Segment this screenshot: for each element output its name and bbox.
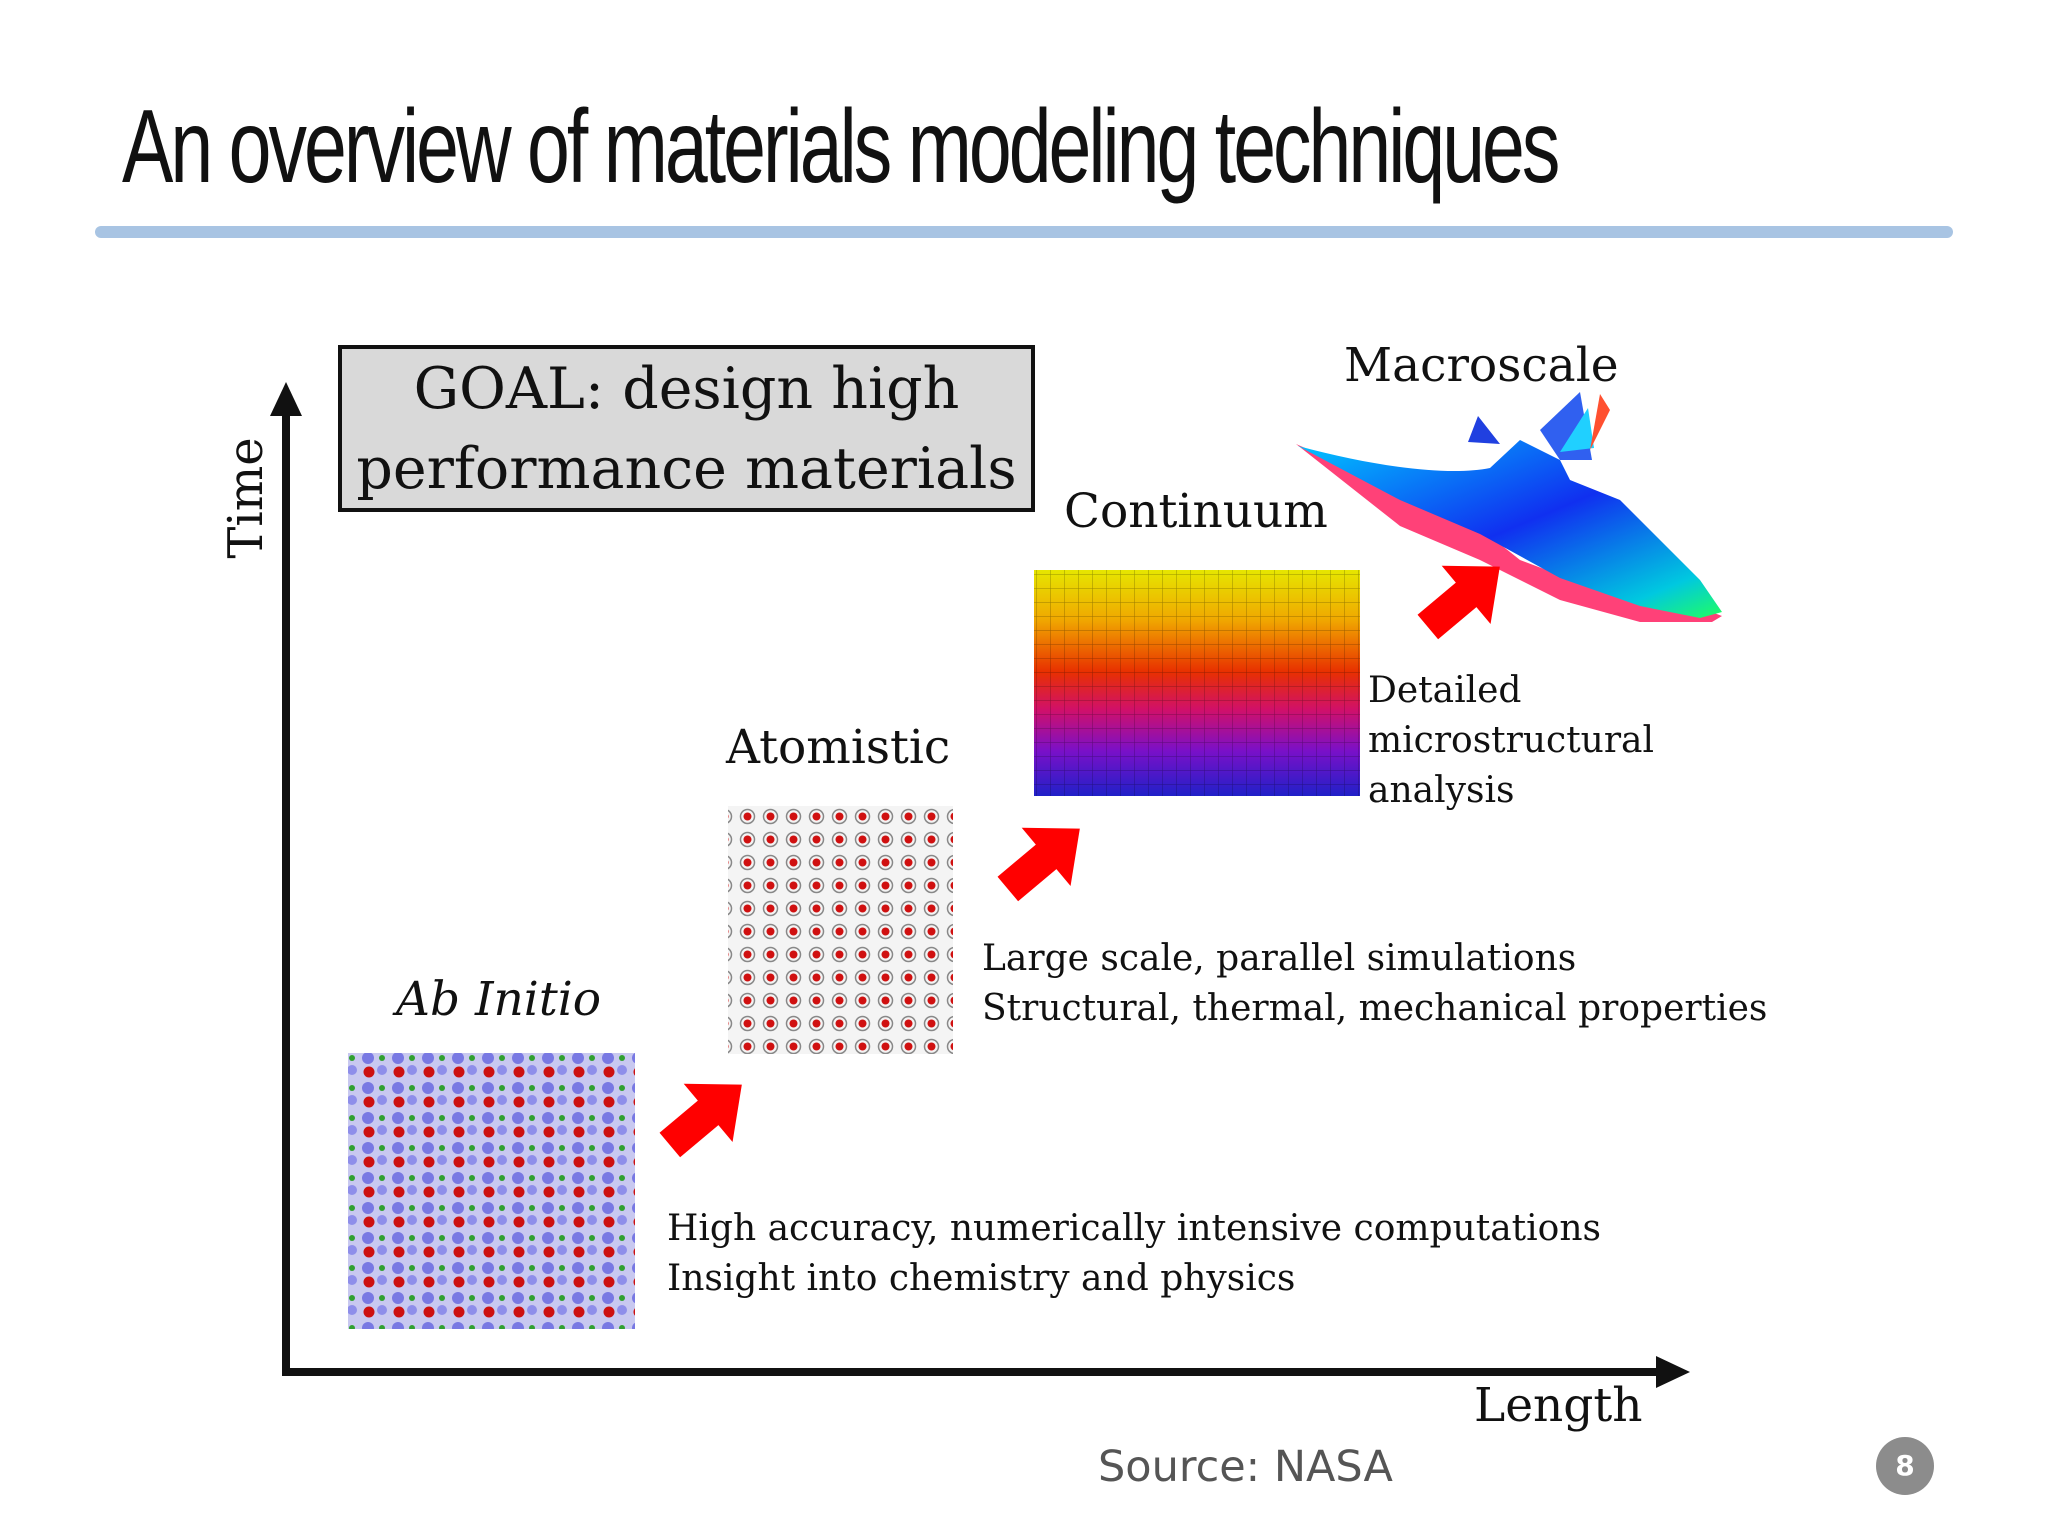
ab-initio-image [348, 1053, 635, 1329]
continuum-description: Detailed microstructural analysis [1368, 666, 1654, 816]
progression-arrow-3 [1417, 565, 1500, 640]
continuum-label: Continuum [1064, 484, 1328, 539]
ab-initio-label: Ab Initio [396, 972, 602, 1027]
atomistic-description: Large scale, parallel simulations Struct… [982, 934, 1767, 1034]
time-axis [270, 382, 302, 1372]
continuum-desc-line-2: microstructural [1368, 720, 1655, 761]
ab-initio-desc-line-1: High accuracy, numerically intensive com… [667, 1208, 1601, 1249]
page-number-badge: 8 [1876, 1437, 1934, 1495]
continuum-desc-line-3: analysis [1368, 770, 1515, 811]
atomistic-desc-line-1: Large scale, parallel simulations [982, 938, 1577, 979]
atomistic-image [728, 806, 953, 1054]
slide-title: An overview of materials modeling techni… [122, 89, 1560, 205]
progression-arrow-2 [997, 827, 1080, 902]
atomistic-label: Atomistic [726, 720, 951, 775]
continuum-desc-line-1: Detailed [1368, 670, 1522, 711]
source-credit: Source: NASA [1098, 1442, 1393, 1492]
macroscale-aircraft-image [1296, 392, 1722, 622]
ab-initio-desc-line-2: Insight into chemistry and physics [667, 1258, 1296, 1299]
continuum-image [1034, 570, 1360, 796]
title-underline [95, 226, 1953, 238]
goal-box: GOAL: design high performance materials [338, 345, 1035, 512]
goal-line-1: GOAL: design high [413, 356, 960, 422]
x-axis-label: Length [1474, 1378, 1643, 1433]
y-axis-label: Time [218, 437, 274, 558]
goal-line-2: performance materials [356, 436, 1017, 502]
ab-initio-description: High accuracy, numerically intensive com… [667, 1204, 1601, 1304]
atomistic-desc-line-2: Structural, thermal, mechanical properti… [982, 988, 1768, 1029]
macroscale-label: Macroscale [1344, 338, 1619, 393]
progression-arrow-1 [659, 1083, 742, 1158]
length-axis [282, 1356, 1690, 1388]
